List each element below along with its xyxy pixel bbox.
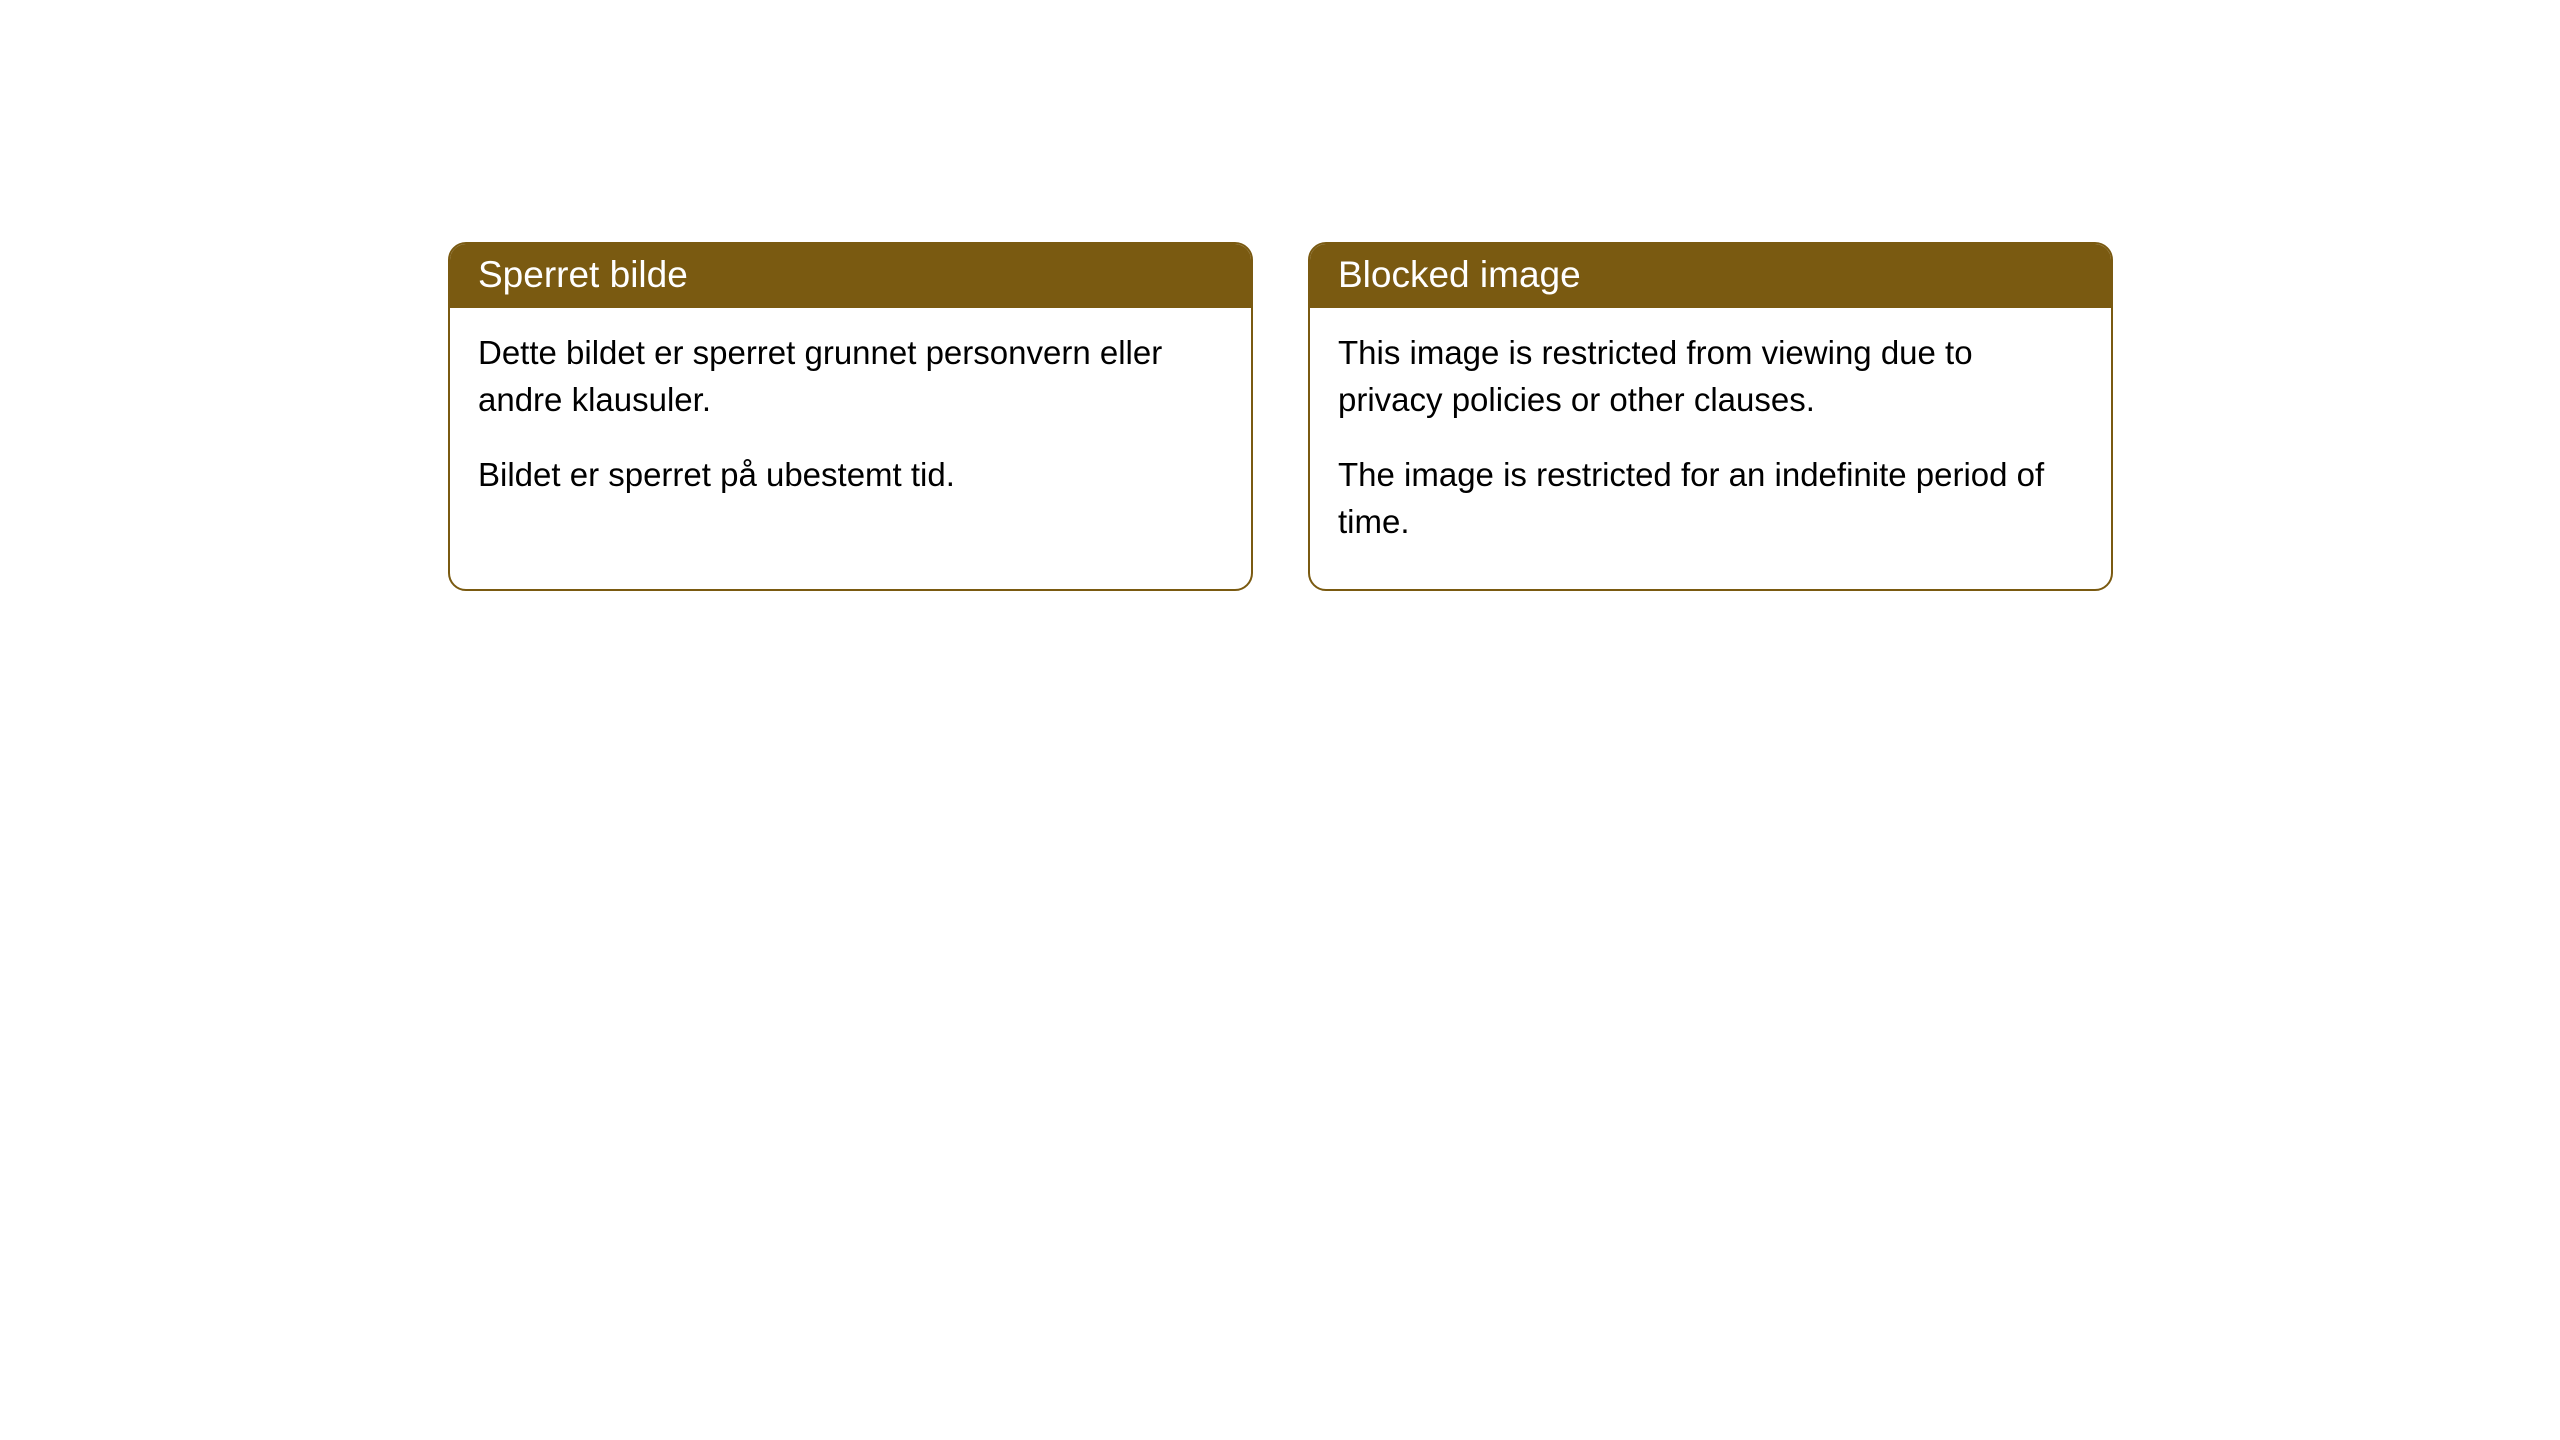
cards-container: Sperret bilde Dette bildet er sperret gr… [448,242,2113,591]
card-body-english: This image is restricted from viewing du… [1310,308,2111,589]
card-header-norwegian: Sperret bilde [450,244,1251,308]
card-header-english: Blocked image [1310,244,2111,308]
card-paragraph: The image is restricted for an indefinit… [1338,452,2083,546]
card-paragraph: Bildet er sperret på ubestemt tid. [478,452,1223,499]
blocked-image-card-norwegian: Sperret bilde Dette bildet er sperret gr… [448,242,1253,591]
card-paragraph: Dette bildet er sperret grunnet personve… [478,330,1223,424]
card-body-norwegian: Dette bildet er sperret grunnet personve… [450,308,1251,543]
blocked-image-card-english: Blocked image This image is restricted f… [1308,242,2113,591]
card-paragraph: This image is restricted from viewing du… [1338,330,2083,424]
